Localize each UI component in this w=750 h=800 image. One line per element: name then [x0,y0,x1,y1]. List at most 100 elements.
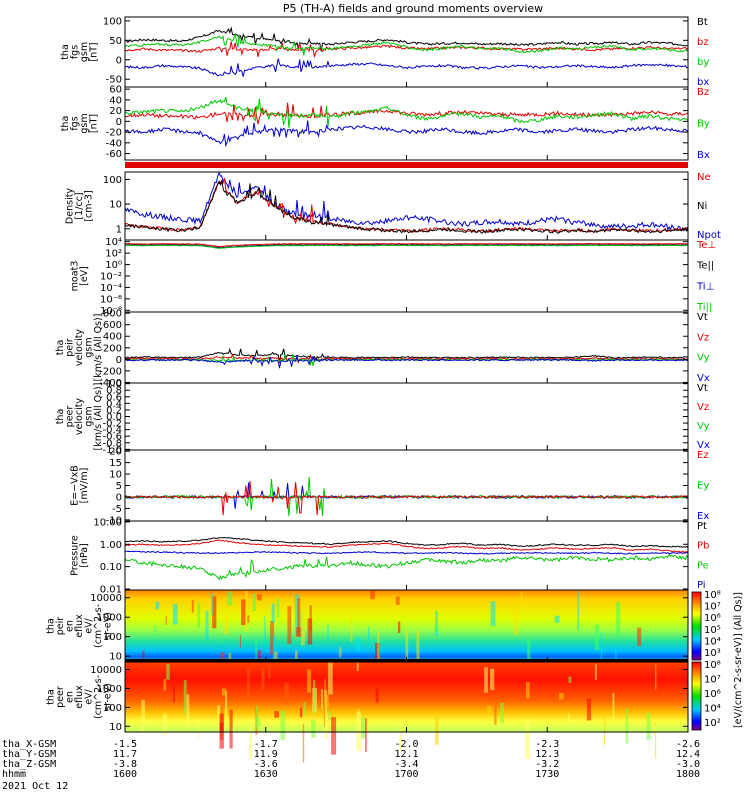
y-tick-label: -10 [106,515,122,526]
spectrogram-stripe [252,593,256,612]
line-bx [124,58,689,77]
y-axis-label: Pressure [69,535,80,576]
spectrogram-stripe [594,624,600,651]
y-axis-label: tha [60,116,71,132]
y-tick-label: 600 [103,320,122,331]
y-tick-label: 0 [116,355,122,366]
y-axis-label: gsm [79,113,90,133]
spectrogram-stripe [435,716,439,745]
spectrogram-stripe [205,610,209,640]
colorbar-tick: 10⁶ [704,689,721,700]
y-axis-label: [nT] [88,114,99,133]
y-tick-label: -40 [106,138,122,149]
spectrogram-stripe [173,684,175,703]
y-axis-label: gsm [79,42,90,62]
y-tick-label: 0 [116,492,122,503]
y-axis-label: peir [55,617,66,636]
line-Ni [124,179,689,234]
spectrogram-stripe [324,688,326,727]
spectrogram-stripe [307,618,313,645]
line-Pt [124,536,689,548]
spectrogram-stripe [331,717,337,755]
legend-pe: Pe [697,560,709,571]
colorbar-tick: 10⁸ [704,590,721,601]
spectrogram-stripe [321,689,323,710]
spectrogram-stripe [586,698,592,721]
spectrogram-stripe [295,650,298,667]
footer-value: 1730 [535,769,559,780]
line-Pi [124,550,689,555]
y-axis-label: eflux [74,685,85,709]
spectrogram-stripe [273,636,276,673]
footer-value: 12.1 [394,749,418,760]
spectrogram-stripe [324,713,329,739]
panel-frame [124,382,689,451]
legend-bx: bx [697,77,709,88]
spectrogram-stripe [397,621,401,634]
footer-value: -3.0 [676,759,700,770]
spectrogram-stripe [162,713,167,735]
y-tick-label: -200 [99,366,122,377]
spectrogram-stripe [249,719,253,759]
footer-value: -1.7 [254,739,278,750]
spectrogram-stripe [280,710,286,740]
spectrogram-stripe [153,626,157,639]
spectrogram-stripe [212,596,217,629]
y-tick-label: 100 [103,632,122,643]
footer-value: 1800 [676,769,700,780]
spectrogram-stripe [327,625,329,640]
spectrogram-stripe [222,688,226,696]
spectrogram-stripe [327,662,333,695]
y-tick-label: 10 [109,722,122,733]
legend-bz: Bz [697,87,709,98]
spectrogram-stripe [646,712,651,740]
y-tick-label: -0.2 [102,419,122,430]
y-axis-label: [km/s (All Qs)] [93,314,104,382]
spectrogram-stripe [245,590,248,632]
y-axis-label: peir [65,338,76,357]
spectrogram-stripe [229,709,233,749]
spectrogram-stripe [198,718,200,740]
spectrogram-stripe [155,601,160,610]
spectrogram-stripe [166,664,170,680]
legend-ti: Ti⊥ [696,281,714,292]
spectrogram-stripe [163,679,167,691]
y-tick-label: -0.6 [102,432,122,443]
spectrogram-stripe [357,709,360,726]
panel-frame [124,311,689,384]
spectrogram-stripe [191,599,194,613]
spectrogram-stripe [324,679,326,708]
line-Ti-par [124,244,689,249]
spectrogram-stripe [284,682,289,705]
spectrogram-stripe [554,615,560,623]
y-tick-label: -60 [106,149,122,160]
spectrogram-stripe [311,719,316,738]
legend-vt: Vt [697,312,708,323]
spectrogram-stripe [255,635,257,672]
spectrogram-stripe [399,721,403,750]
spectrogram-stripe [268,664,271,679]
spectrogram-stripe [186,694,190,728]
spectrogram-stripe [370,590,375,600]
spectrogram-stripe [490,668,495,691]
spectrogram-stripe [490,601,496,626]
y-tick-label: 1000 [97,613,122,624]
footer-value: 11.7 [113,749,137,760]
colorbar-tick: 10⁶ [704,613,721,624]
spectrogram-stripe [211,593,214,616]
y-tick-label: 10⁰ [105,260,122,271]
colorbar-tick: 10⁴ [704,704,721,715]
spectrogram-stripe [416,630,420,667]
line-By [124,96,689,129]
y-axis-label: tha [46,689,57,705]
spectrogram-stripe [309,605,312,631]
footer-row-label: tha_Y-GSM [2,749,56,760]
y-tick-label: 200 [103,343,122,354]
spectrogram-stripe [276,598,280,618]
legend-by: By [697,119,710,130]
spectrogram-stripe [326,695,329,709]
legend-ex: Ex [697,511,709,522]
